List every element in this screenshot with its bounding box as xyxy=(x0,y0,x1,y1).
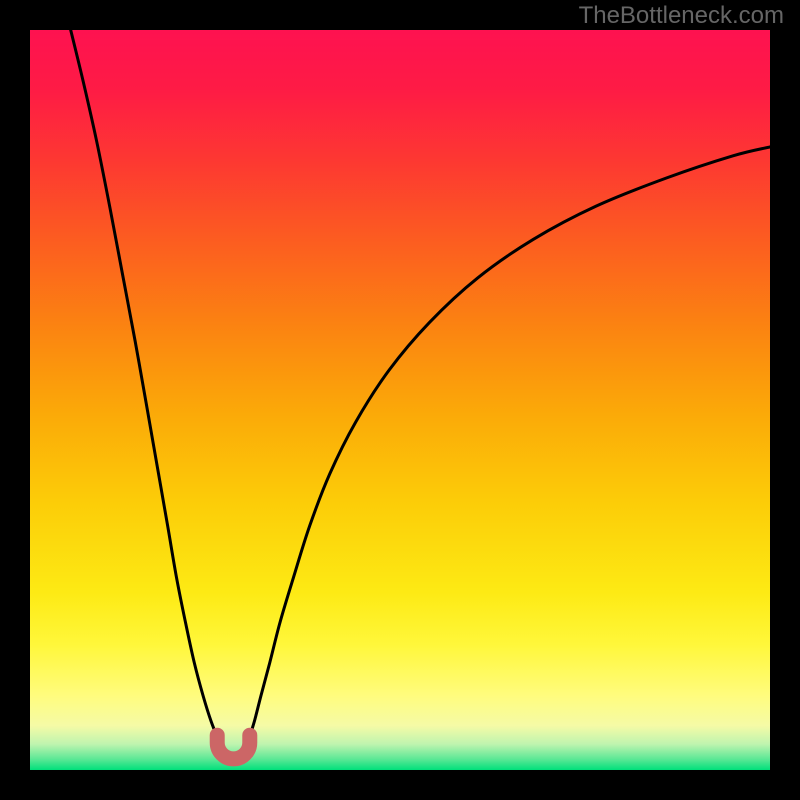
curve-right-branch xyxy=(248,147,770,740)
bottleneck-curve xyxy=(30,30,770,770)
watermark-text: TheBottleneck.com xyxy=(579,2,784,30)
curve-left-branch xyxy=(71,30,219,740)
dip-highlight xyxy=(217,735,250,759)
plot-area xyxy=(30,30,770,770)
